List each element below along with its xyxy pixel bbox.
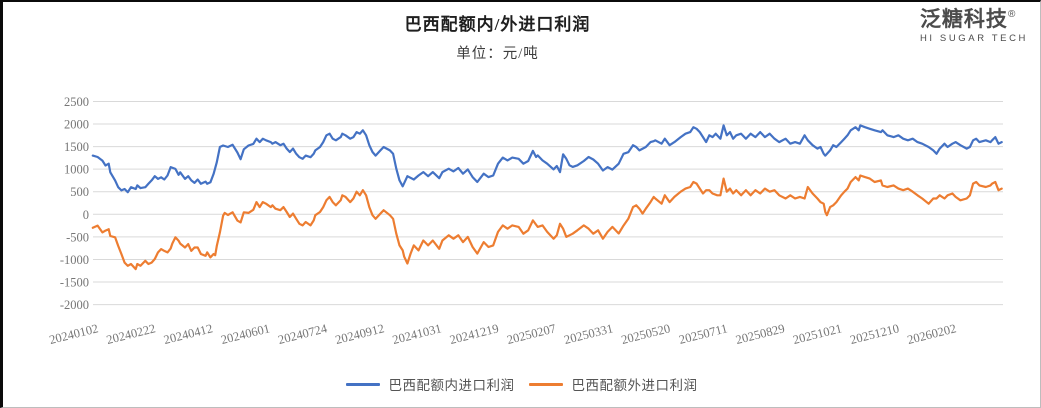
y-tick-label: 2000 <box>64 118 89 132</box>
x-tick-label: 20241219 <box>448 321 500 347</box>
x-tick-label: 20240601 <box>219 321 271 347</box>
x-tick-label: 20250520 <box>620 321 672 347</box>
y-tick-label: -2000 <box>60 298 89 312</box>
brand-logo: 泛糖科技® HI SUGAR TECH <box>920 9 1028 44</box>
chart-header: 巴西配额内/外进口利润 单位：元/吨 <box>3 10 1040 63</box>
legend-line-swatch-orange <box>528 382 563 386</box>
y-tick-label: -1000 <box>60 253 89 267</box>
legend-label-quota-out: 巴西配额外进口利润 <box>571 378 698 393</box>
x-tick-label: 20250829 <box>734 321 786 347</box>
x-tick-label: 20251210 <box>849 321 901 347</box>
x-tick-label: 20240222 <box>105 321 157 347</box>
y-tick-label: 1500 <box>64 140 89 154</box>
x-tick-label: 20251021 <box>791 321 843 347</box>
x-tick-label: 20240724 <box>277 321 330 347</box>
chart-legend: 巴西配额内进口利润 巴西配额外进口利润 <box>3 374 1040 394</box>
x-tick-label: 20250711 <box>677 321 728 347</box>
profit-chart: 2500 2000 1500 1000 500 0 -500 -1000 -1500 -2000 2… <box>48 95 1003 347</box>
legend-line-swatch-blue <box>345 382 380 386</box>
series-line-quota-out <box>91 174 1003 271</box>
y-tick-label: 500 <box>70 185 89 199</box>
brand-logo-tagline: HI SUGAR TECH <box>919 33 1028 44</box>
x-tick-label: 20250207 <box>505 321 557 347</box>
x-tick-label: 20240102 <box>48 321 100 347</box>
x-tick-label: 20250331 <box>563 321 615 347</box>
x-tick-label: 20240412 <box>162 321 214 347</box>
y-tick-label: 0 <box>83 208 89 222</box>
chart-unit-subtitle: 单位：元/吨 <box>456 46 539 62</box>
y-tick-label: 1000 <box>64 163 89 177</box>
brand-logo-name: 泛糖科技® <box>919 8 1017 31</box>
series-line-quota-in <box>91 124 1003 194</box>
legend-item-quota-in[interactable]: 巴西配额内进口利润 <box>345 374 515 394</box>
y-tick-label: -500 <box>66 230 89 244</box>
x-tick-label: 20240912 <box>334 321 386 347</box>
legend-label-quota-in: 巴西配额内进口利润 <box>388 378 515 393</box>
x-tick-label: 20260202 <box>906 321 958 347</box>
y-tick-label: -1500 <box>60 276 89 290</box>
x-tick-label: 20241031 <box>391 321 443 347</box>
legend-item-quota-out[interactable]: 巴西配额外进口利润 <box>528 374 698 394</box>
page-title: 巴西配额内/外进口利润 <box>404 15 591 34</box>
registered-trademark-icon: ® <box>1007 9 1017 20</box>
y-tick-label: 2500 <box>64 95 89 109</box>
